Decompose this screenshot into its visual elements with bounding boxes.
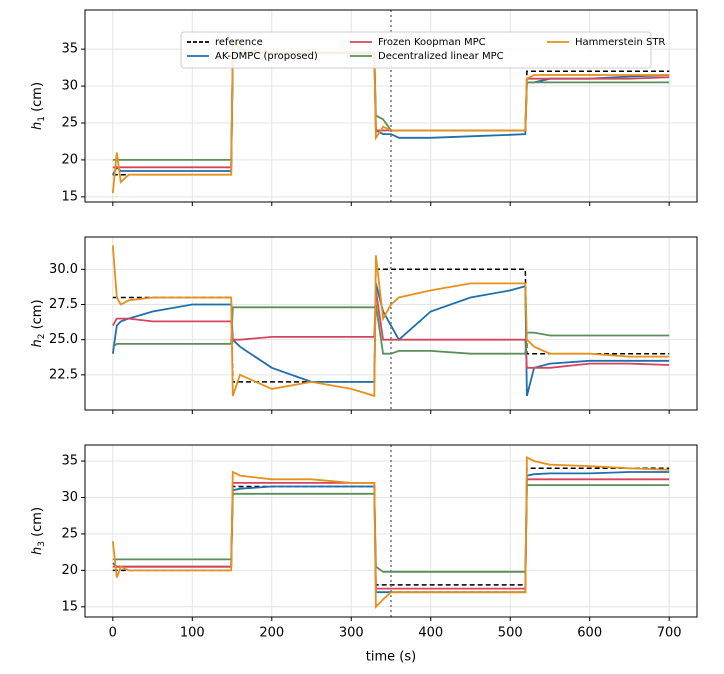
series-line (111, 455, 670, 609)
plot-area (111, 245, 670, 398)
y-tick-label: 27.5 (49, 297, 78, 312)
axes-frame (84, 444, 698, 618)
y-tick-label: 20 (61, 563, 78, 578)
axes-frame (84, 236, 698, 411)
y-label-var: h (30, 339, 45, 347)
y-axis-label: h1 (cm) (30, 82, 47, 130)
x-tick-label: 100 (180, 626, 205, 641)
axes-frame (84, 9, 698, 203)
x-tick-label: 500 (498, 626, 523, 641)
subplot: 0 100 200 300 400 500 600 700 15 20 25 30 35 h3 (cm) t… (30, 444, 698, 665)
legend-box (180, 31, 652, 69)
legend-label: AK-DMPC (proposed) (215, 51, 318, 62)
x-tick-label: 400 (418, 626, 443, 641)
x-tick-label: 0 (109, 626, 117, 641)
plot-area (111, 39, 670, 194)
series-line (112, 484, 670, 573)
plot-area (111, 455, 670, 609)
y-tick-label: 35 (61, 42, 78, 57)
y-label-var: h (30, 547, 45, 555)
subplot: 15 20 25 30 35 h1 (cm) reference AK-DMPC (propo… (30, 9, 698, 206)
x-tick-label: 600 (577, 626, 602, 641)
y-label-sub: 3 (37, 541, 47, 547)
y-tick-label: 20 (61, 152, 78, 167)
y-label-unit: (cm) (30, 82, 45, 116)
y-tick-label: 30.0 (49, 262, 78, 277)
y-label-var: h (30, 122, 45, 130)
subplot: 22.5 25.0 27.5 30.0 h2 (cm) (30, 236, 698, 414)
x-tick-label: 300 (339, 626, 364, 641)
y-tick-label: 30 (61, 490, 78, 505)
y-label-unit: (cm) (30, 507, 45, 541)
y-tick-label: 25.0 (49, 332, 78, 347)
y-label-sub: 1 (37, 116, 47, 122)
series-line (111, 39, 670, 194)
legend-label: reference (215, 37, 263, 48)
y-tick-label: 15 (61, 599, 78, 614)
y-tick-label: 25 (61, 115, 78, 130)
x-tick-label: 700 (657, 626, 682, 641)
series-line (111, 245, 670, 398)
y-axis-label: h2 (cm) (30, 299, 47, 347)
y-label-unit: (cm) (30, 299, 45, 333)
y-tick-label: 30 (61, 79, 78, 94)
x-axis-label: time (s) (366, 650, 416, 665)
legend-label: Decentralized linear MPC (378, 51, 504, 62)
y-axis-label: h3 (cm) (30, 507, 47, 555)
y-tick-label: 15 (61, 189, 78, 204)
y-label-sub: 2 (37, 334, 47, 340)
y-tick-label: 35 (61, 454, 78, 469)
legend-label: Hammerstein STR (575, 37, 665, 48)
y-tick-label: 22.5 (49, 367, 78, 382)
series-line (112, 301, 670, 355)
x-tick-label: 200 (259, 626, 284, 641)
y-tick-label: 25 (61, 526, 78, 541)
legend-label: Frozen Koopman MPC (378, 37, 486, 48)
